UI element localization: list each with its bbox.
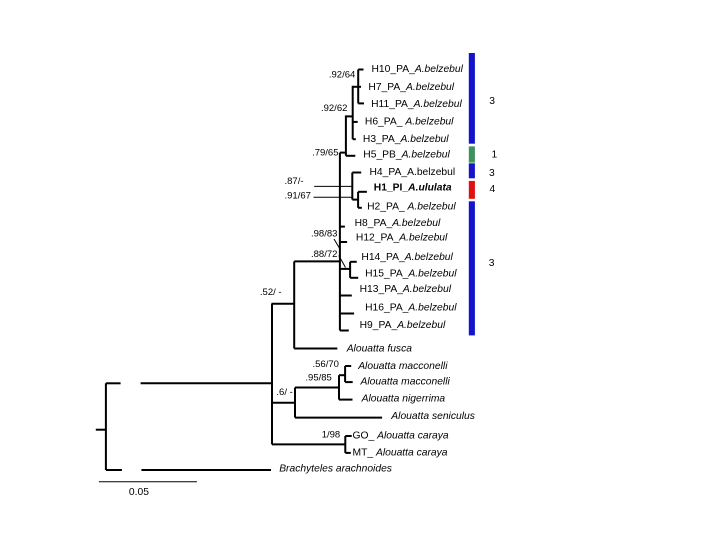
svg-text:H8_PA_A.belzebul: H8_PA_A.belzebul — [355, 218, 441, 229]
svg-text:.92/62: .92/62 — [321, 103, 347, 114]
svg-text:0.05: 0.05 — [129, 487, 149, 498]
svg-text:4: 4 — [490, 184, 496, 195]
svg-text:Alouatta fusca: Alouatta fusca — [346, 344, 413, 355]
svg-text:H14_PA_A.belzebul: H14_PA_A.belzebul — [361, 252, 453, 263]
svg-text:H11_PA_A.belzebul: H11_PA_A.belzebul — [371, 99, 462, 110]
svg-text:H13_PA_A.belzebul: H13_PA_A.belzebul — [360, 284, 452, 295]
svg-text:H9_PA_A.belzebul: H9_PA_A.belzebul — [360, 320, 446, 331]
svg-text:H10_PA_A.belzebul: H10_PA_A.belzebul — [372, 64, 464, 75]
svg-text:Alouatta nigerrima: Alouatta nigerrima — [361, 393, 446, 404]
svg-text:.91/67: .91/67 — [285, 190, 311, 201]
svg-text:.87/-: .87/- — [285, 176, 304, 187]
svg-text:Alouatta macconelli: Alouatta macconelli — [357, 361, 448, 372]
svg-text:Alouatta seniculus: Alouatta seniculus — [390, 411, 475, 422]
svg-text:.79/65: .79/65 — [312, 148, 338, 159]
svg-text:H15_PA_A.belzebul: H15_PA_A.belzebul — [365, 269, 457, 280]
svg-text:Brachyteles arachnoides: Brachyteles arachnoides — [279, 464, 392, 475]
svg-text:H4_PA_A.belzebul: H4_PA_A.belzebul — [370, 167, 456, 178]
svg-text:GO_ Alouatta caraya: GO_ Alouatta caraya — [353, 431, 449, 442]
svg-text:Alouatta macconelli: Alouatta macconelli — [360, 377, 451, 388]
svg-text:.56/70: .56/70 — [313, 359, 339, 370]
svg-text:H2_PA_ A.belzebul: H2_PA_ A.belzebul — [367, 202, 456, 213]
svg-text:.92/64: .92/64 — [329, 70, 355, 81]
svg-text:.88/72: .88/72 — [311, 249, 337, 260]
svg-text:H12_PA_A.belzebul: H12_PA_A.belzebul — [356, 232, 448, 243]
svg-text:H6_PA_ A.belzebul: H6_PA_ A.belzebul — [365, 116, 454, 127]
svg-text:.98/83: .98/83 — [311, 229, 337, 240]
svg-text:.52/ -: .52/ - — [260, 287, 282, 298]
svg-text:H5_PB_A.belzebul: H5_PB_A.belzebul — [363, 150, 450, 161]
svg-text:H16_PA_A.belzebul: H16_PA_A.belzebul — [365, 303, 457, 314]
svg-text:MT_ Alouatta caraya: MT_ Alouatta caraya — [353, 447, 448, 458]
svg-text:H1_PI_A.ululata: H1_PI_A.ululata — [374, 183, 452, 194]
svg-text:.6/ -: .6/ - — [276, 387, 292, 398]
svg-text:3: 3 — [489, 96, 495, 107]
svg-text:.95/85: .95/85 — [305, 373, 331, 384]
svg-text:3: 3 — [489, 168, 495, 179]
svg-text:1/98: 1/98 — [322, 430, 341, 441]
svg-text:3: 3 — [489, 258, 495, 269]
svg-text:1: 1 — [492, 150, 498, 161]
svg-text:H7_PA_A.belzebul: H7_PA_A.belzebul — [368, 82, 454, 93]
svg-text:H3_PA_A.belzebul: H3_PA_A.belzebul — [363, 134, 449, 145]
